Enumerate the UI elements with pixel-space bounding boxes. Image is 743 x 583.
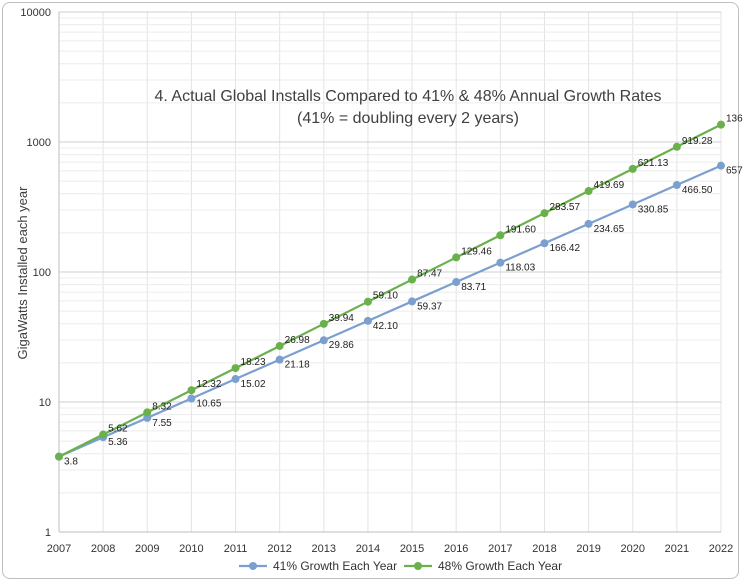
x-tick-label: 2012	[267, 543, 291, 555]
legend-swatch-marker	[414, 562, 422, 570]
series-1-point	[584, 219, 593, 228]
series-1-data-label: 657.76	[726, 166, 743, 177]
series-2-point	[55, 452, 63, 461]
series-1-data-label: 118.03	[505, 263, 535, 274]
x-tick-label: 2013	[312, 543, 336, 555]
series-1-point	[672, 181, 681, 190]
series-2-point	[717, 120, 725, 129]
series-1-data-label: 330.85	[638, 204, 669, 215]
series-1-point	[628, 200, 637, 209]
legend-label: 48% Growth Each Year	[438, 559, 562, 573]
series-2-point	[187, 386, 196, 395]
series-1-data-label: 15.02	[241, 379, 266, 390]
y-tick-label: 1000	[27, 137, 51, 149]
series-2-point	[231, 364, 240, 373]
series-2-point	[99, 430, 108, 439]
series-1-point	[717, 161, 725, 170]
series-1-data-label: 59.37	[417, 301, 442, 312]
x-tick-label: 2007	[47, 543, 71, 555]
x-tick-label: 2010	[179, 543, 203, 555]
series-1-data-label: 166.42	[549, 243, 580, 254]
x-tick-label: 2014	[356, 543, 380, 555]
series-2-data-label: 39.94	[329, 313, 354, 324]
series-1-data-label: 83.71	[461, 282, 486, 293]
series-2-data-label: 129.46	[461, 246, 492, 257]
x-tick-label: 2008	[91, 543, 115, 555]
series-1-point	[231, 375, 240, 384]
y-tick-label: 10	[39, 397, 51, 409]
x-tick-label: 2018	[532, 543, 556, 555]
x-tick-label: 2019	[576, 543, 600, 555]
series-2-point	[452, 253, 461, 262]
series-2-data-label: 26.98	[285, 335, 310, 346]
series-2-point	[540, 209, 549, 218]
series-2-data-label: 283.57	[549, 202, 580, 213]
series-2-point	[143, 408, 152, 417]
series-1-data-label: 21.18	[285, 360, 310, 371]
y-axis-title: GigaWatts Installed each year	[15, 186, 30, 360]
series-1-point	[452, 278, 461, 287]
series-2-data-label: 18.23	[241, 357, 266, 368]
series-1-data-label: 29.86	[329, 340, 354, 351]
series-2-data-label: 919.28	[682, 136, 713, 147]
series-1-data-label: 10.65	[196, 398, 221, 409]
series-1-data-label: 234.65	[594, 224, 625, 235]
x-tick-label: 2020	[620, 543, 644, 555]
series-1-data-label: 42.10	[373, 321, 398, 332]
series-1-point	[319, 336, 328, 345]
y-tick-label: 100	[33, 267, 51, 279]
legend-label: 41% Growth Each Year	[273, 559, 397, 573]
series-2-data-label: 8.32	[152, 401, 172, 412]
x-tick-label: 2011	[224, 543, 248, 555]
series-2-data-label: 87.47	[417, 269, 442, 280]
series-2-point	[275, 341, 284, 350]
series-1-point	[275, 355, 284, 364]
series-line-1	[58, 164, 722, 458]
series-line-2	[58, 123, 722, 458]
series-1-data-label: 3.8	[64, 457, 78, 468]
series-2-data-label: 59.10	[373, 291, 398, 302]
series-1-data-label: 7.55	[152, 418, 172, 429]
series-2-point	[628, 164, 637, 173]
series-2-point	[319, 319, 328, 328]
series-1-point	[496, 258, 505, 267]
x-tick-label: 2022	[709, 543, 733, 555]
legend-swatch-marker	[249, 562, 257, 570]
series-2-point	[363, 297, 372, 306]
series-2-data-label: 191.60	[505, 224, 536, 235]
chart-subtitle: (41% = doubling every 2 years)	[297, 110, 519, 127]
x-tick-label: 2015	[400, 543, 424, 555]
series-2-data-label: 1360.53	[726, 114, 743, 125]
series-1-point	[143, 413, 152, 422]
series-2-data-label: 12.32	[196, 379, 221, 390]
series-1-data-label: 466.50	[682, 185, 713, 196]
series-1-data-label: 5.36	[108, 437, 128, 448]
series-2-point	[496, 231, 505, 240]
x-tick-label: 2009	[135, 543, 159, 555]
series-1-point	[540, 239, 549, 248]
series-1-point	[363, 316, 372, 325]
series-1-point	[408, 297, 417, 306]
series-2-point	[672, 142, 681, 151]
y-tick-label: 1	[45, 527, 51, 539]
chart-title: 4. Actual Global Installs Compared to 41…	[155, 88, 662, 105]
x-tick-label: 2016	[444, 543, 468, 555]
series-2-data-label: 621.13	[638, 158, 669, 169]
y-tick-label: 10000	[20, 7, 51, 19]
x-tick-label: 2017	[488, 543, 512, 555]
series-2-data-label: 5.62	[108, 424, 128, 435]
series-2-point	[584, 187, 593, 196]
series-1-point	[187, 394, 196, 403]
series-2-point	[408, 275, 417, 284]
series-2-data-label: 419.69	[594, 180, 625, 191]
x-tick-label: 2021	[665, 543, 689, 555]
